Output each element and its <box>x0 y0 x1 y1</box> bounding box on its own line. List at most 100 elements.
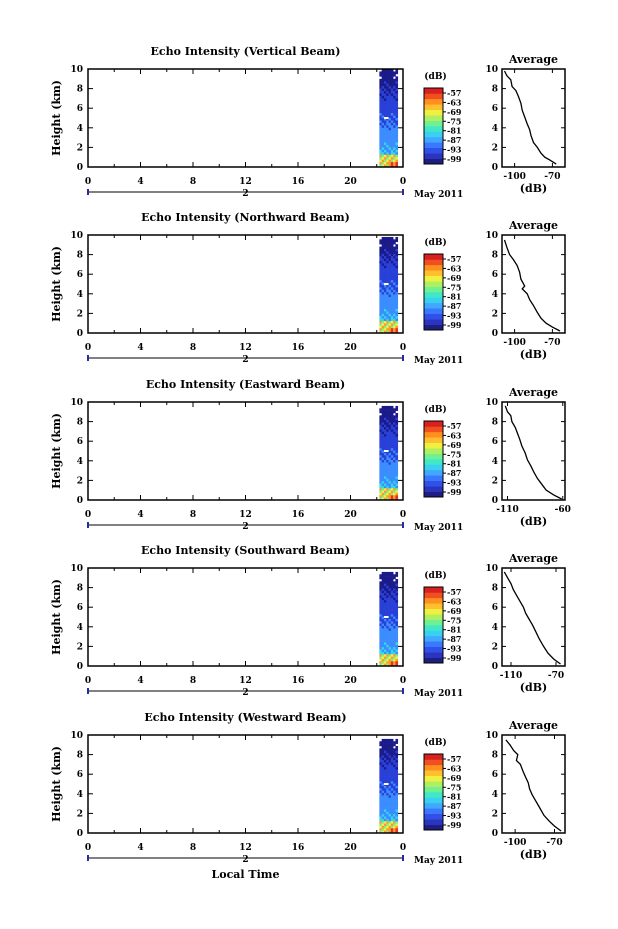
heatmap-cell <box>388 464 392 468</box>
heatmap-cell <box>390 576 394 580</box>
heatmap-cell <box>393 162 396 165</box>
heatmap-cell <box>390 263 394 267</box>
heatmap-cell <box>386 287 389 291</box>
heatmap-cell <box>388 825 392 829</box>
heatmap-cell <box>390 443 394 447</box>
heatmap-cell <box>390 86 394 89</box>
heatmap-cell <box>386 142 389 146</box>
heatmap-cell <box>388 497 392 501</box>
heatmap-cell <box>381 593 385 596</box>
heatmap-cell <box>390 583 394 587</box>
heatmap-cell <box>381 476 385 480</box>
heatmap-cell <box>390 790 394 794</box>
heatmap-cell <box>379 321 382 324</box>
colorbar-tick-label: -99 <box>447 653 462 663</box>
heatmap-cell <box>393 626 396 629</box>
heatmap-cell <box>395 464 399 468</box>
heatmap-cell <box>379 115 382 119</box>
heatmap-cell <box>386 438 389 442</box>
heatmap-cell <box>381 299 385 303</box>
colorbar-band <box>424 153 443 159</box>
heatmap-cell <box>386 93 389 97</box>
heatmap-cell <box>383 626 387 629</box>
heatmap-cell <box>395 289 399 293</box>
heatmap-cell <box>381 287 385 291</box>
heatmap-cell <box>390 642 394 646</box>
heatmap-cell <box>381 113 385 116</box>
heatmap-cell <box>388 753 392 756</box>
heatmap-cell <box>386 132 389 136</box>
heatmap-cell <box>395 258 399 262</box>
heatmap-cell <box>395 268 399 271</box>
colorbar-tick-label: -69 <box>447 273 462 283</box>
heatmap-cell <box>393 464 396 468</box>
heatmap-cell <box>379 590 382 594</box>
heatmap-cell <box>379 825 382 829</box>
heatmap-cell <box>388 467 392 470</box>
heatmap-cell <box>383 316 387 319</box>
heatmap-cell <box>381 272 385 276</box>
heatmap-cell <box>379 122 382 126</box>
heatmap-cell <box>388 642 392 646</box>
heatmap-cell <box>390 256 394 259</box>
heatmap-cell <box>388 415 392 418</box>
heatmap-cell <box>390 492 394 496</box>
heatmap-cell <box>390 251 394 255</box>
heatmap-cell <box>379 602 382 606</box>
heatmap-cell <box>395 299 399 303</box>
average-y-tick-label: 8 <box>492 251 498 261</box>
heatmap-cell <box>386 769 389 773</box>
heatmap-cell <box>395 574 399 577</box>
x-tick-label: 8 <box>190 843 196 853</box>
heatmap-cell <box>390 818 394 822</box>
heatmap-cell <box>395 790 399 794</box>
heatmap-cell <box>381 654 385 657</box>
heatmap-cell <box>390 800 394 803</box>
heatmap-cell <box>393 611 396 615</box>
heatmap-cell <box>393 581 396 584</box>
heatmap-cell <box>379 743 382 747</box>
heatmap-cell <box>393 275 396 279</box>
heatmap-cell <box>395 795 399 799</box>
heatmap-cell <box>390 611 394 615</box>
heatmap-cell <box>395 488 399 491</box>
heatmap-cell <box>379 476 382 480</box>
heatmap-cell <box>383 147 387 151</box>
heatmap-cell <box>395 445 399 449</box>
heatmap-cell <box>383 495 387 498</box>
heatmap-cell <box>383 656 387 660</box>
heatmap-cell <box>395 471 399 475</box>
heatmap-cell <box>383 83 387 87</box>
heatmap-cell <box>381 651 385 655</box>
heatmap-cell <box>390 581 394 584</box>
heatmap-cell <box>390 275 394 279</box>
heatmap-cell <box>381 132 385 136</box>
y-tick-label: 8 <box>77 418 83 428</box>
heatmap-cell <box>393 251 396 255</box>
heatmap-cell <box>390 495 394 498</box>
colorbar-tick-label: -69 <box>447 773 462 783</box>
heatmap-cell <box>379 600 382 603</box>
heatmap-cell <box>381 774 385 777</box>
heatmap-cell <box>393 289 396 293</box>
y-axis-label: Height (km) <box>50 746 63 822</box>
heatmap-cell <box>390 311 394 315</box>
heatmap-cell <box>383 304 387 307</box>
x-tick-label: 16 <box>292 343 305 353</box>
heatmap-cell <box>390 578 394 582</box>
heatmap-cell <box>390 658 394 662</box>
heatmap-cell <box>388 821 392 824</box>
average-y-tick-label: 10 <box>485 65 498 75</box>
heatmap-cell <box>393 434 396 437</box>
heatmap-cell <box>379 125 382 129</box>
heatmap-cell <box>393 127 396 131</box>
colorbar-band <box>424 491 443 498</box>
heatmap-cell <box>395 103 399 107</box>
panel-title: Echo Intensity (Southward Beam) <box>141 544 350 557</box>
heatmap-cell <box>395 485 399 489</box>
heatmap-cell <box>379 760 382 763</box>
colorbar-tick-label: -93 <box>447 311 462 321</box>
heatmap-cell <box>390 656 394 660</box>
heatmap-cell <box>388 251 392 255</box>
heatmap-cell <box>383 604 387 608</box>
